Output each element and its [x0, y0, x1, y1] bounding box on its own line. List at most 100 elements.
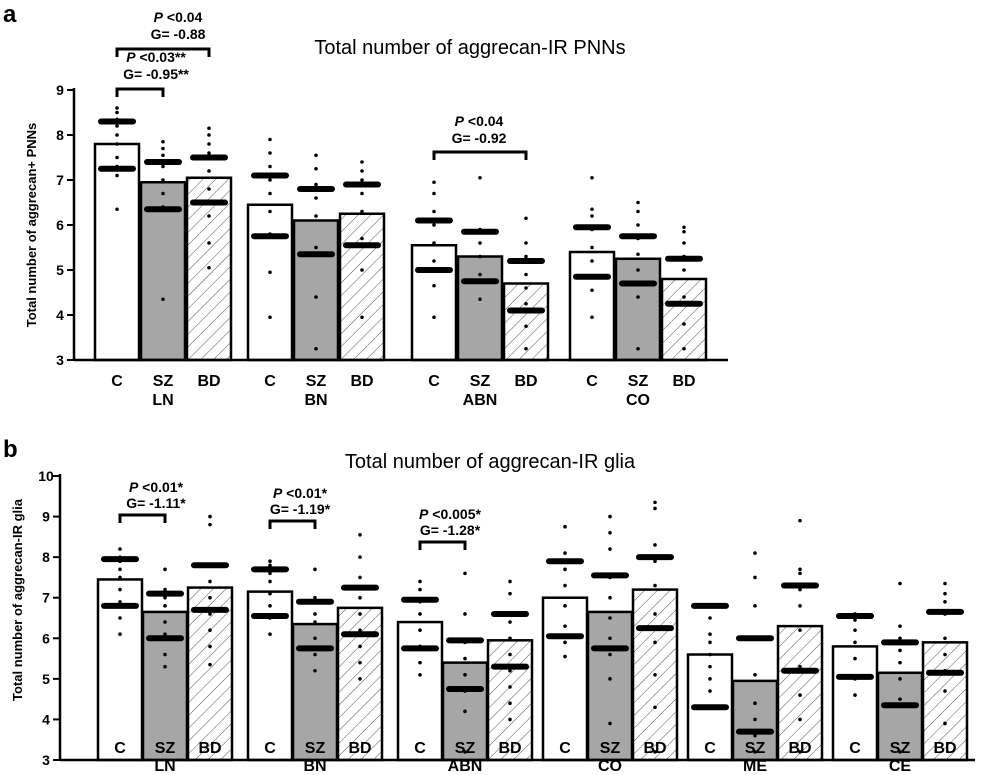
effect-size-label: G= -0.88 [151, 26, 206, 42]
bar-c-abn [410, 244, 458, 362]
data-point [753, 575, 757, 580]
data-point [314, 346, 318, 351]
data-point [313, 595, 317, 600]
data-point [161, 297, 165, 302]
data-point [358, 677, 362, 681]
data-point [115, 110, 119, 115]
data-point [268, 209, 272, 214]
data-point [653, 612, 657, 616]
data-point [418, 579, 422, 584]
data-point [463, 612, 467, 616]
data-point [853, 612, 857, 616]
data-point [118, 567, 122, 572]
data-point [313, 612, 317, 616]
data-point [358, 533, 362, 537]
bar-c-co [568, 250, 616, 362]
data-point [432, 191, 436, 196]
data-point [268, 571, 272, 576]
data-point [853, 618, 857, 622]
data-point [418, 599, 422, 604]
data-point [268, 579, 272, 584]
data-point [208, 563, 212, 568]
data-point [753, 604, 757, 608]
data-point [608, 636, 612, 641]
data-point [590, 315, 594, 320]
data-point [636, 346, 640, 351]
data-point [463, 750, 467, 754]
data-point [208, 579, 212, 584]
data-point [898, 750, 902, 754]
data-point [432, 315, 436, 320]
data-point [608, 595, 612, 600]
category-label-c: C [114, 740, 126, 757]
data-point [163, 604, 167, 608]
panel-a-title: Total number of aggrecan-IR PNNs [314, 37, 625, 59]
group-label: ABN [448, 758, 483, 775]
group-label: LN [154, 758, 175, 775]
group-label: LN [152, 392, 173, 409]
data-point [418, 673, 422, 677]
data-point [268, 563, 272, 568]
data-point [268, 270, 272, 275]
data-point [432, 283, 436, 288]
data-point [463, 673, 467, 677]
data-point [115, 164, 119, 169]
data-point [753, 750, 757, 754]
data-point [268, 191, 272, 196]
category-label-bd: BD [198, 740, 221, 757]
data-point [314, 166, 318, 171]
data-point [508, 591, 512, 596]
data-point [682, 346, 686, 351]
data-point [508, 685, 512, 689]
data-point [508, 701, 512, 705]
category-label-bd: BD [197, 373, 220, 390]
data-point [115, 173, 119, 178]
data-point [115, 155, 119, 160]
data-point [563, 524, 567, 529]
p-value-label: P <0.04 [154, 9, 203, 25]
data-point [207, 126, 211, 131]
data-point [798, 717, 802, 722]
data-point [268, 559, 272, 563]
data-point [798, 664, 802, 669]
data-point [898, 648, 902, 653]
data-point [478, 297, 482, 302]
data-point [118, 616, 122, 620]
category-label-sz: SZ [600, 740, 621, 757]
y-tick-label: 4 [56, 307, 64, 323]
y-tick-label: 9 [42, 509, 50, 525]
data-point [653, 705, 657, 710]
bar-bd-me [776, 624, 824, 762]
group-abn: C SZ BD ABN [396, 571, 534, 775]
category-label-c: C [849, 740, 861, 757]
data-point [653, 583, 657, 588]
data-point [943, 581, 947, 586]
bar-sz-abn [456, 255, 504, 362]
category-label-sz: SZ [305, 740, 326, 757]
category-label-bd: BD [933, 740, 956, 757]
data-point [268, 616, 272, 620]
category-label-sz: SZ [890, 740, 911, 757]
data-point [360, 236, 364, 241]
y-tick-label: 5 [42, 671, 50, 687]
data-point [524, 272, 528, 277]
data-point [563, 654, 567, 659]
data-point [898, 636, 902, 641]
data-point [524, 346, 528, 351]
data-point [432, 209, 436, 214]
data-point [207, 169, 211, 173]
data-point [708, 632, 712, 637]
data-point [161, 191, 165, 196]
data-point [636, 200, 640, 205]
bar-bd-co [660, 277, 708, 362]
category-label-c: C [428, 373, 440, 390]
data-point [161, 139, 165, 144]
category-label-bd: BD [643, 740, 666, 757]
effect-size-label: G= -1.28* [420, 522, 481, 538]
y-tick-label: 3 [56, 352, 64, 368]
data-point [478, 254, 482, 259]
data-point [115, 207, 119, 212]
data-point [590, 245, 594, 250]
data-point [313, 636, 317, 641]
data-point [943, 721, 947, 726]
